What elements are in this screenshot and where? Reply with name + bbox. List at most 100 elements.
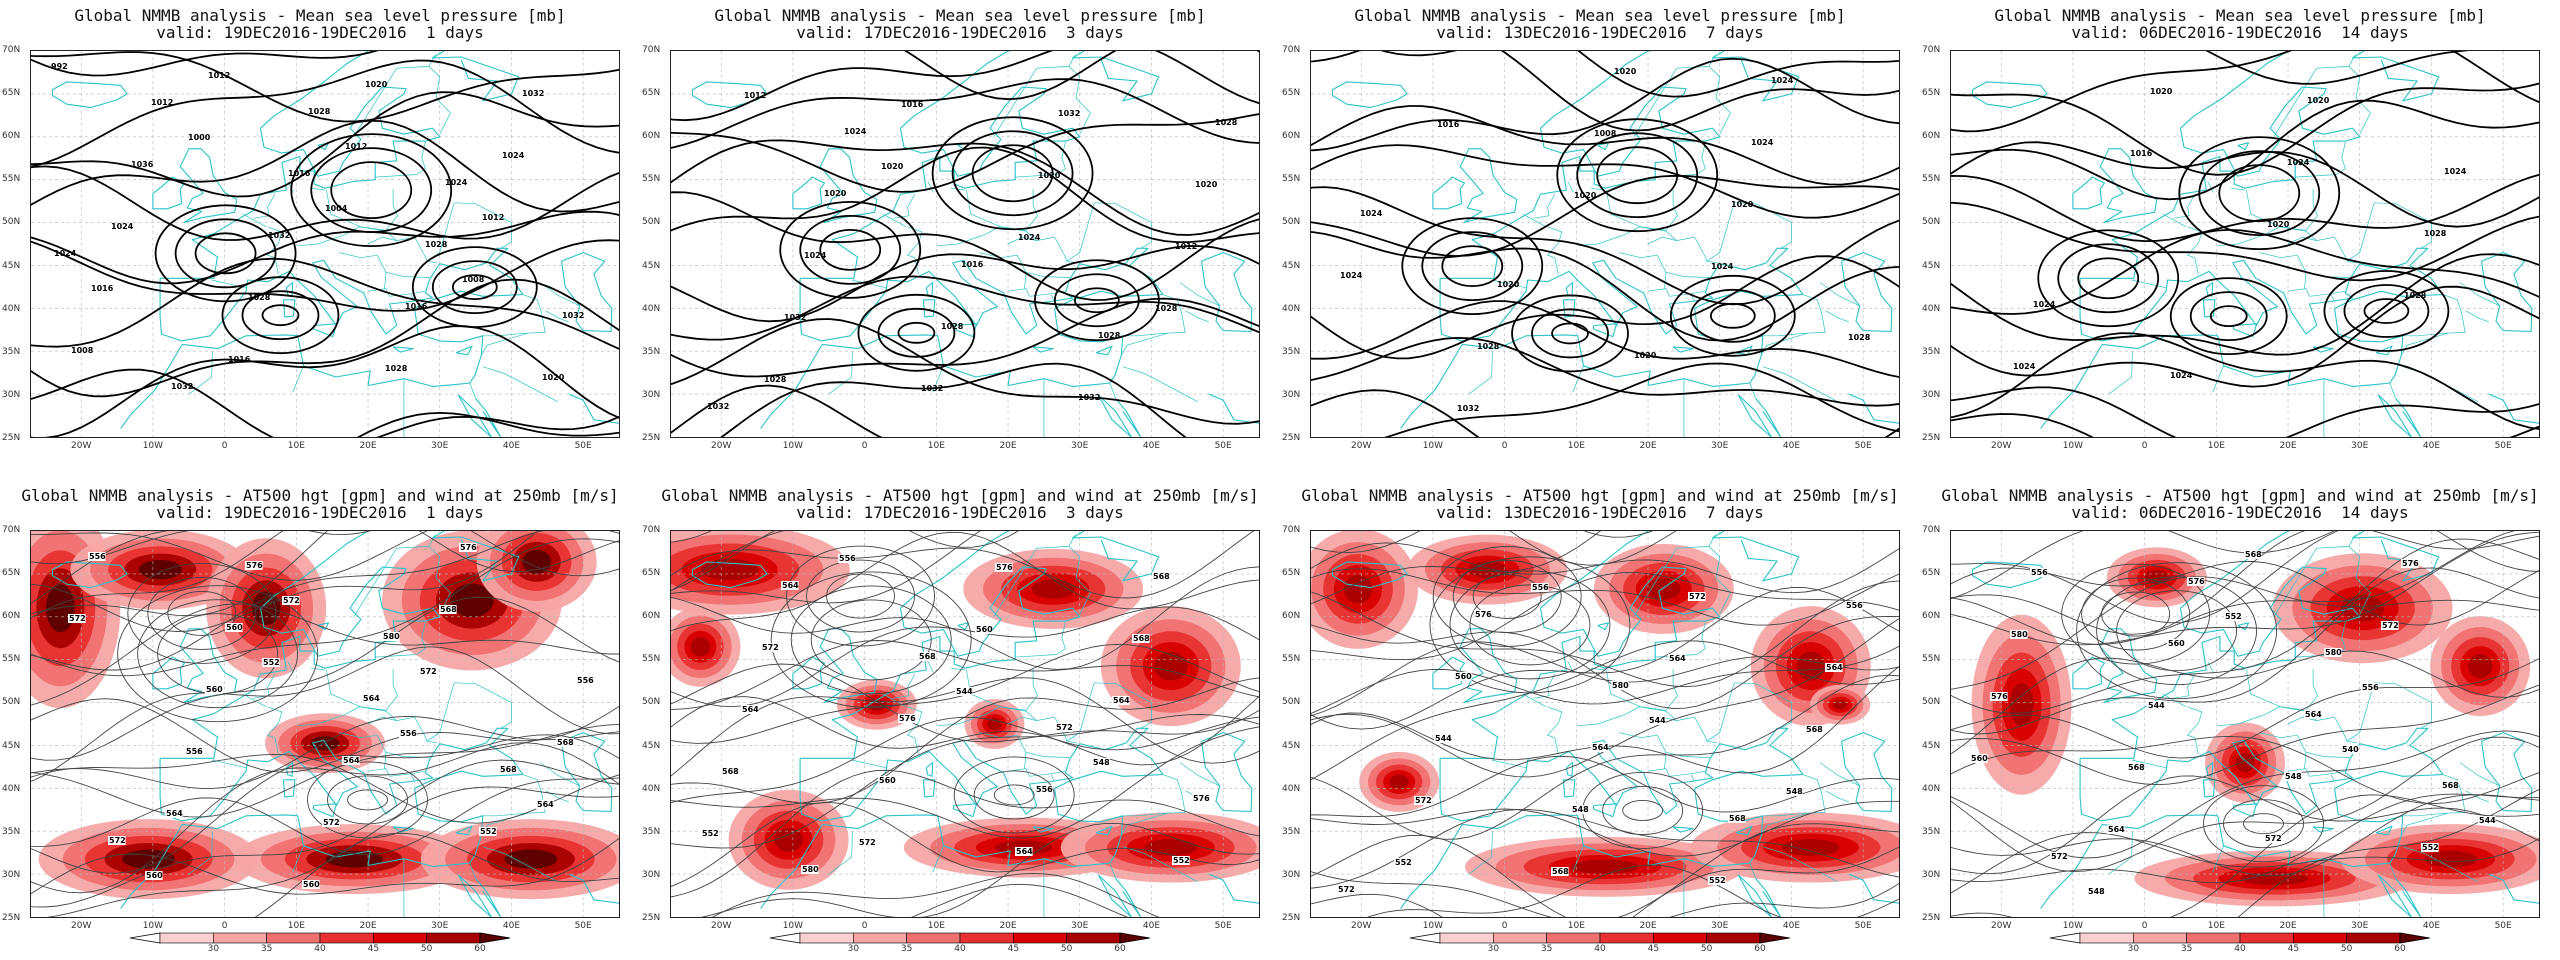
wind-speed-band <box>1343 574 1373 604</box>
contour-label: 1024 <box>2013 362 2036 371</box>
contour-label: 1024 <box>1360 209 1383 218</box>
contour-label: 572 <box>2382 621 2399 630</box>
contour-label: 568 <box>1552 867 1569 876</box>
contour-label: 1020 <box>1731 200 1754 209</box>
contour-label: 1016 <box>1437 120 1460 129</box>
contour-labels: 1016 1020 1028 1024 1020 1024 1028 1024 1024 1020… <box>2013 87 2467 380</box>
wind-speed-band <box>1031 579 1075 599</box>
lon-tick-label: 40E <box>1782 921 1801 931</box>
contour-label: 564 <box>742 705 759 714</box>
lat-tick-label: 50N <box>2 217 21 228</box>
contour-label: 1032 <box>784 313 806 322</box>
contour-label: 568 <box>500 765 517 774</box>
contour-label: 1020 <box>542 373 565 382</box>
lon-tick-label: 30E <box>431 921 449 931</box>
lon-tick-label: 20W <box>1991 441 2012 451</box>
lat-tick-label: 25N <box>1282 433 1301 443</box>
lon-tick-label: 20E <box>1639 921 1657 931</box>
contour-label: 1024 <box>54 249 77 258</box>
contour-label: 560 <box>206 685 223 694</box>
lat-tick-label: 70N <box>642 45 661 55</box>
lat-tick-label: 55N <box>1922 174 1941 185</box>
coastlines <box>691 531 1259 917</box>
lon-tick-label: 0 <box>1501 921 1508 931</box>
colorbar-swatch <box>1493 932 1547 944</box>
contour-labels: 552 556 564 560 572 572 568 564 560 568 556 556 572 5… <box>68 543 594 889</box>
coastlines <box>1331 51 1899 437</box>
wind-speed-band <box>774 827 803 852</box>
lat-tick-label: 45N <box>1922 260 1941 271</box>
contour-label: 1032 <box>1058 109 1080 118</box>
lon-tick-label: 10W <box>142 441 164 451</box>
contour-label: 1032 <box>562 311 584 320</box>
contour-label: 1020 <box>824 189 847 198</box>
contour-label: 556 <box>186 747 203 756</box>
contour-label: 576 <box>2188 577 2205 586</box>
country-borders <box>828 55 1220 437</box>
contour-label: 1020 <box>1614 67 1637 76</box>
map-frame: 992 1000 1004 1008 1008 1012 1012 1012 1016 1016 1… <box>30 50 620 438</box>
contour-label: 540 <box>2342 745 2359 754</box>
lat-tick-label: 70N <box>1922 525 1941 535</box>
wind-speed-band <box>1389 774 1409 790</box>
lon-tick-label: 10E <box>287 921 305 931</box>
contour-label: 560 <box>146 871 163 880</box>
lat-tick-label: 35N <box>1922 346 1941 357</box>
lat-tick-label: 45N <box>642 260 661 271</box>
contour-label: 1032 <box>268 231 290 240</box>
map-canvas: 1012 1020 1024 1028 1028 1016 1020 1012 1032 1032… <box>671 51 1259 437</box>
contour-labels: 544 548 552 556 564 568 572 568 572 564 544 548 552 5… <box>1337 583 1863 894</box>
lat-tick-label: 35N <box>2 346 21 357</box>
contour-label: 1028 <box>1215 118 1238 127</box>
contour-label: 576 <box>899 714 916 723</box>
lon-tick-label: 10E <box>927 441 945 451</box>
map-panel-z500: Global NMMB analysis - AT500 hgt [gpm] a… <box>1920 480 2560 960</box>
lon-tick-label: 10W <box>782 441 804 451</box>
colorbar-swatch <box>213 932 267 944</box>
contour-label: 1024 <box>445 178 468 187</box>
map-canvas: 1016 1020 1028 1024 1020 1024 1028 1024 1024 1020… <box>1951 51 2539 437</box>
contour-label: 1012 <box>208 71 230 80</box>
contour-label: 572 <box>859 838 876 847</box>
contour-label: 576 <box>246 561 263 570</box>
contour-label: 1032 <box>522 89 544 98</box>
contour-label: 1012 <box>744 91 766 100</box>
lon-tick-label: 0 <box>861 921 868 931</box>
wind-speed-band <box>1833 699 1848 710</box>
lat-tick-label: 50N <box>1282 217 1301 228</box>
colorbar-swatch <box>1013 932 1067 944</box>
lon-tick-label: 10E <box>1567 921 1585 931</box>
contour-label: 1032 <box>1457 404 1479 413</box>
wind-speed-colorbar <box>2050 932 2430 946</box>
contour-label: 560 <box>1971 754 1988 763</box>
colorbar-swatch <box>1066 932 1121 944</box>
contour-label: 1012 <box>482 213 504 222</box>
lat-tick-label: 25N <box>2 433 21 443</box>
contour-label: 580 <box>1612 681 1629 690</box>
contour-label: 568 <box>722 767 739 776</box>
colorbar-swatch <box>853 932 907 944</box>
lat-tick-label: 55N <box>1282 174 1301 185</box>
colorbar-swatch <box>2079 932 2134 944</box>
colorbar-swatch <box>373 932 427 944</box>
contour-label: 548 <box>1786 787 1803 796</box>
lon-tick-label: 50E <box>2494 441 2512 451</box>
contour-labels: 1016 1020 1024 1028 1032 1008 1020 1024 1028 1020… <box>1340 67 1871 413</box>
contour-label: 1020 <box>1497 280 1520 289</box>
lon-tick-label: 10W <box>1422 441 1444 451</box>
wind-speed-band <box>690 637 710 657</box>
contour-label: 1024 <box>1751 138 1774 147</box>
lat-tick-label: 50N <box>1282 697 1301 708</box>
colorbar-tick-label: 45 <box>1647 944 1660 954</box>
lat-tick-label: 45N <box>1922 740 1941 751</box>
lat-tick-label: 60N <box>1282 611 1301 622</box>
contour-label: 1028 <box>1477 342 1500 351</box>
wind-speed-band <box>1154 651 1188 681</box>
lon-tick-label: 50E <box>1854 441 1872 451</box>
map-panel-mslp: Global NMMB analysis - Mean sea level pr… <box>640 0 1280 480</box>
contour-label: 1028 <box>1155 304 1178 313</box>
lon-tick-label: 50E <box>1214 921 1232 931</box>
coastlines <box>1331 531 1899 917</box>
lat-tick-label: 40N <box>1922 783 1941 794</box>
contour-label: 1024 <box>1771 76 1794 85</box>
